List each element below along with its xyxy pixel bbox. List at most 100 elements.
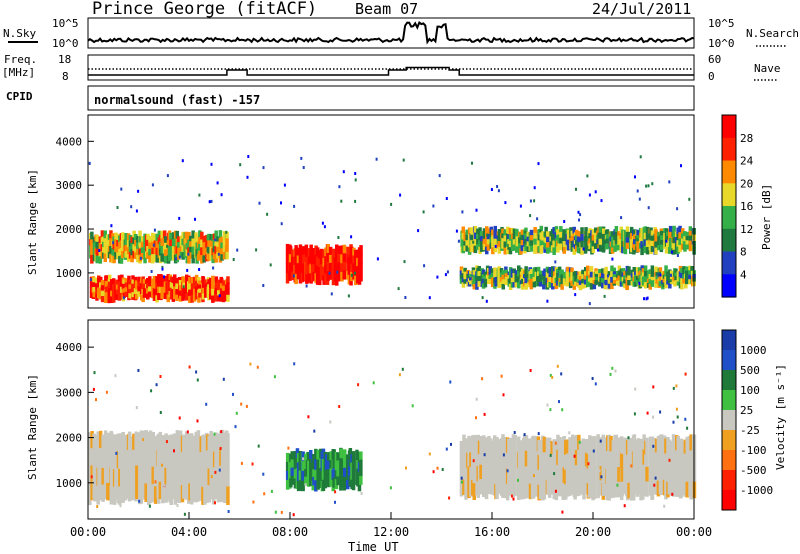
heatmap-cell	[586, 275, 590, 282]
heatmap-cell	[623, 271, 627, 276]
heatmap-cell	[684, 372, 687, 376]
heatmap-cell	[214, 501, 216, 505]
heatmap-cell	[507, 438, 511, 454]
nsearch-label: N.Search	[746, 27, 799, 40]
heatmap-cell	[148, 286, 152, 293]
heatmap-cell	[305, 265, 309, 276]
heatmap-cell	[214, 432, 218, 450]
heatmap-cell	[234, 425, 237, 429]
heatmap-cell	[339, 467, 343, 478]
heatmap-cell	[490, 454, 495, 469]
heatmap-cell	[497, 452, 502, 467]
heatmap-cell	[173, 486, 178, 505]
heatmap-cell	[159, 375, 162, 378]
heatmap-cell	[195, 370, 198, 374]
heatmap-cell	[566, 234, 571, 241]
heatmap-cell	[126, 233, 131, 241]
colorbar-segment	[722, 137, 736, 162]
heatmap-cell	[175, 230, 179, 240]
heatmap-cell	[130, 249, 134, 257]
heatmap-cell	[654, 235, 658, 243]
heatmap-cell	[685, 274, 689, 280]
heatmap-cell	[327, 477, 331, 488]
heatmap-cell	[181, 245, 185, 253]
heatmap-cell	[182, 482, 186, 499]
heatmap-cell	[660, 230, 664, 237]
heatmap-cell	[165, 440, 168, 444]
heatmap-cell	[554, 283, 559, 290]
heatmap-cell	[95, 248, 99, 257]
heatmap-cell	[592, 436, 597, 453]
heatmap-cell	[318, 258, 322, 268]
heatmap-cell	[536, 217, 539, 221]
heatmap-cell	[151, 183, 154, 187]
heatmap-cell	[343, 476, 347, 487]
heatmap-cell	[461, 210, 464, 214]
heatmap-cell	[176, 504, 179, 507]
heatmap-cell	[340, 199, 343, 203]
heatmap-cell	[166, 467, 170, 485]
heatmap-cell	[472, 434, 476, 452]
heatmap-cell	[216, 484, 221, 503]
heatmap-cell	[490, 277, 495, 283]
heatmap-cell	[472, 274, 476, 281]
heatmap-cell	[542, 467, 547, 484]
heatmap-cell	[209, 277, 213, 284]
heatmap-cell	[547, 482, 552, 498]
heatmap-cell	[142, 482, 146, 500]
heatmap-cell	[115, 294, 120, 301]
heatmap-cell	[683, 246, 687, 252]
heatmap-cell	[533, 244, 537, 252]
heatmap-cell	[487, 436, 491, 452]
heatmap-cell	[584, 237, 588, 245]
heatmap-cell	[586, 265, 590, 272]
heatmap-cell	[200, 231, 204, 241]
heatmap-cell	[602, 239, 606, 246]
heatmap-cell	[515, 231, 519, 237]
heatmap-cell	[494, 268, 498, 274]
heatmap-cell	[166, 451, 170, 469]
heatmap-cell	[124, 435, 128, 452]
heatmap-cell	[623, 283, 627, 289]
heatmap-cell	[654, 476, 657, 480]
heatmap-cell	[218, 468, 221, 472]
heatmap-cell	[316, 449, 320, 461]
heatmap-cell	[634, 274, 638, 280]
heatmap-cell	[561, 510, 564, 514]
heatmap-cell	[150, 270, 153, 273]
heatmap-cell	[548, 282, 552, 288]
heatmap-cell	[401, 367, 404, 371]
heatmap-cell	[508, 272, 513, 279]
heatmap-cell	[643, 297, 645, 301]
heatmap-cell	[524, 450, 529, 468]
heatmap-cell	[462, 434, 466, 451]
colorbar-tick-label: 12	[740, 223, 753, 236]
heatmap-cell	[166, 483, 170, 501]
heatmap-cell	[592, 449, 595, 453]
heatmap-cell	[481, 296, 484, 300]
heatmap-cell	[570, 280, 574, 286]
heatmap-cell	[200, 255, 204, 264]
heatmap-cell	[529, 245, 534, 252]
heatmap-cell	[643, 239, 648, 247]
heatmap-cell	[240, 402, 243, 406]
heatmap-cell	[342, 253, 347, 263]
heatmap-cell	[669, 270, 674, 275]
heatmap-cell	[558, 270, 563, 275]
heatmap-cell	[89, 281, 94, 288]
colorbar-tick-label: -100	[740, 444, 767, 457]
heatmap-cell	[328, 262, 333, 272]
heatmap-cell	[198, 280, 202, 286]
heatmap-cell	[217, 284, 221, 291]
heatmap-cell	[598, 469, 601, 472]
heatmap-cell	[109, 238, 113, 247]
heatmap-cell	[352, 247, 356, 257]
heatmap-cell	[529, 269, 534, 275]
heatmap-cell	[676, 436, 680, 452]
heatmap-cell	[602, 480, 606, 496]
heatmap-cell	[95, 234, 99, 243]
heatmap-cell	[372, 381, 375, 385]
heatmap-cell	[153, 233, 158, 242]
heatmap-cell	[625, 242, 630, 249]
heatmap-cell	[422, 210, 425, 214]
